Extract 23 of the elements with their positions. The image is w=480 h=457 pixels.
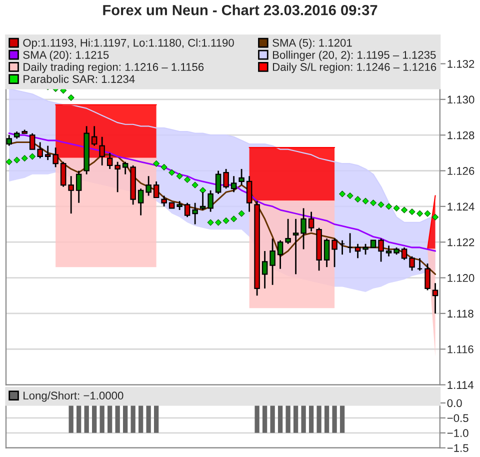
y-tick-label: 1.118 — [448, 310, 474, 318]
y-tick-label: 0.0 — [447, 399, 462, 408]
legend-label: Daily S/L region: 1.1246 – 1.1216 — [272, 62, 436, 74]
y-tick-label: 1.130 — [448, 96, 474, 104]
legend-label: Bollinger (20, 2): 1.1195 – 1.1235 — [272, 50, 436, 62]
y-tick-label: −0.5 — [447, 414, 468, 422]
y-tick-label: 1.120 — [448, 274, 474, 282]
y-tick-label: 1.128 — [448, 131, 474, 140]
legend-label: Op:1.1193, Hi:1.1197, Lo:1.1180, Cl:1.1190 — [23, 38, 234, 49]
y-tick-label: 1.122 — [448, 238, 474, 246]
y-tick-label: 1.116 — [448, 345, 474, 354]
chart-title: Forex um Neun - Chart 23.03.2016 09:37 — [103, 4, 378, 16]
y-tick-label: −1.0 — [447, 429, 468, 438]
y-tick-label: −1.5 — [447, 444, 468, 452]
y-tick-label: 1.126 — [448, 167, 474, 175]
legend-label: Daily trading region: 1.1216 – 1.1156 — [24, 62, 204, 74]
y-tick-label: 1.114 — [448, 381, 474, 389]
legend-label: SMA (20): 1.1215 — [23, 50, 109, 62]
legend-label: SMA (5): 1.1201 — [272, 38, 352, 49]
legend-label: Parabolic SAR: 1.1234 — [24, 74, 135, 83]
y-tick-label: 1.132 — [448, 60, 474, 68]
legend-label: Long/Short: −1.0000 — [24, 391, 124, 402]
y-tick-label: 1.124 — [448, 202, 474, 210]
